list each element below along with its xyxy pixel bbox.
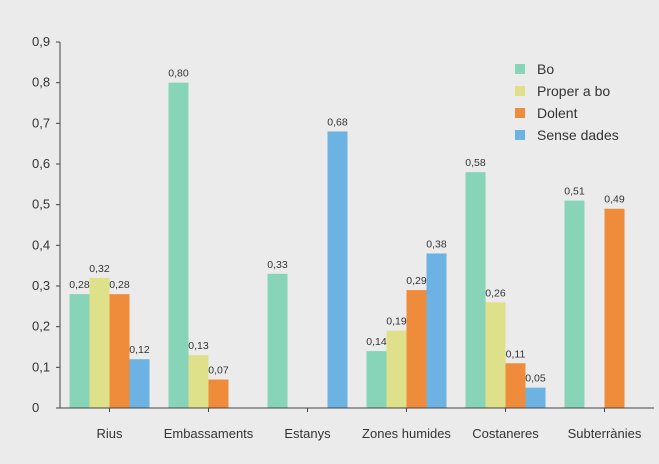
data-label: 0,12 xyxy=(129,344,150,356)
y-tick-label: 0,6 xyxy=(32,156,50,171)
bar-sense-dades xyxy=(129,359,150,408)
category-label: Rius xyxy=(96,426,123,441)
y-tick-label: 0,3 xyxy=(32,278,50,293)
data-label: 0,26 xyxy=(485,287,506,299)
bar-dolent xyxy=(208,379,229,408)
y-tick-label: 0 xyxy=(32,400,39,415)
bar-dolent xyxy=(109,294,130,408)
y-tick-label: 0,1 xyxy=(32,359,50,374)
legend-label: Dolent xyxy=(537,105,578,121)
bar-dolent xyxy=(505,363,526,408)
bar-bo xyxy=(564,200,585,408)
bar-bo xyxy=(168,82,189,409)
data-label: 0,33 xyxy=(267,259,288,271)
category-label: Embassaments xyxy=(164,426,254,441)
legend-swatch xyxy=(515,64,525,74)
legend-label: Sense dades xyxy=(537,127,619,143)
data-label: 0,05 xyxy=(525,373,546,385)
bar-bo xyxy=(267,273,288,408)
category-label: Estanys xyxy=(284,426,331,441)
bar-bo xyxy=(465,172,486,408)
legend: Bo Proper a bo Dolent Sense dades xyxy=(515,61,619,143)
y-tick-label: 0,2 xyxy=(32,319,50,334)
category-label: Zones humides xyxy=(362,426,451,441)
x-axis: Rius Embassaments Estanys Zones humides Cost… xyxy=(60,407,654,441)
bar-sense-dades xyxy=(426,253,447,408)
bar-proper-a-bo xyxy=(386,330,407,408)
data-label: 0,32 xyxy=(89,263,110,275)
legend-swatch xyxy=(515,130,525,140)
bar-dolent xyxy=(604,208,625,408)
data-label: 0,51 xyxy=(564,186,585,198)
y-axis: 0 0,1 0,2 0,3 0,4 0,5 0,6 0,7 0,8 0,9 xyxy=(32,34,61,415)
data-label: 0,19 xyxy=(386,316,407,328)
bar-bo xyxy=(366,351,387,408)
data-label: 0,28 xyxy=(109,279,130,291)
bar-proper-a-bo xyxy=(188,355,209,408)
legend-swatch xyxy=(515,86,525,96)
bar-sense-dades xyxy=(525,387,546,408)
category-label: Costaneres xyxy=(472,426,539,441)
data-label: 0,07 xyxy=(208,365,229,377)
y-tick-label: 0,8 xyxy=(32,75,50,90)
bar-dolent xyxy=(406,290,427,408)
bar-proper-a-bo xyxy=(485,302,506,408)
y-tick-label: 0,4 xyxy=(32,237,50,252)
data-label: 0,49 xyxy=(604,194,625,206)
bar-proper-a-bo xyxy=(89,277,110,408)
data-label: 0,29 xyxy=(406,275,427,287)
bars-layer xyxy=(69,82,625,409)
data-label: 0,58 xyxy=(465,157,486,169)
data-label: 0,11 xyxy=(506,348,526,360)
category-label: Subterrànies xyxy=(568,426,642,441)
data-label: 0,68 xyxy=(327,116,348,128)
data-label: 0,13 xyxy=(188,340,209,352)
data-label: 0,28 xyxy=(69,279,90,291)
data-label: 0,80 xyxy=(168,68,189,80)
data-label: 0,14 xyxy=(366,336,387,348)
y-tick-label: 0,9 xyxy=(32,34,50,49)
legend-swatch xyxy=(515,108,525,118)
legend-label: Proper a bo xyxy=(537,83,610,99)
y-tick-label: 0,5 xyxy=(32,197,50,212)
bar-sense-dades xyxy=(327,131,348,408)
bar-bo xyxy=(69,294,90,408)
legend-label: Bo xyxy=(537,61,554,77)
y-tick-label: 0,7 xyxy=(32,115,50,130)
data-label: 0,38 xyxy=(426,238,447,250)
data-labels: 0,28 0,32 0,28 0,12 0,80 0,13 0,07 0,33 0,68 0,14… xyxy=(69,68,625,385)
